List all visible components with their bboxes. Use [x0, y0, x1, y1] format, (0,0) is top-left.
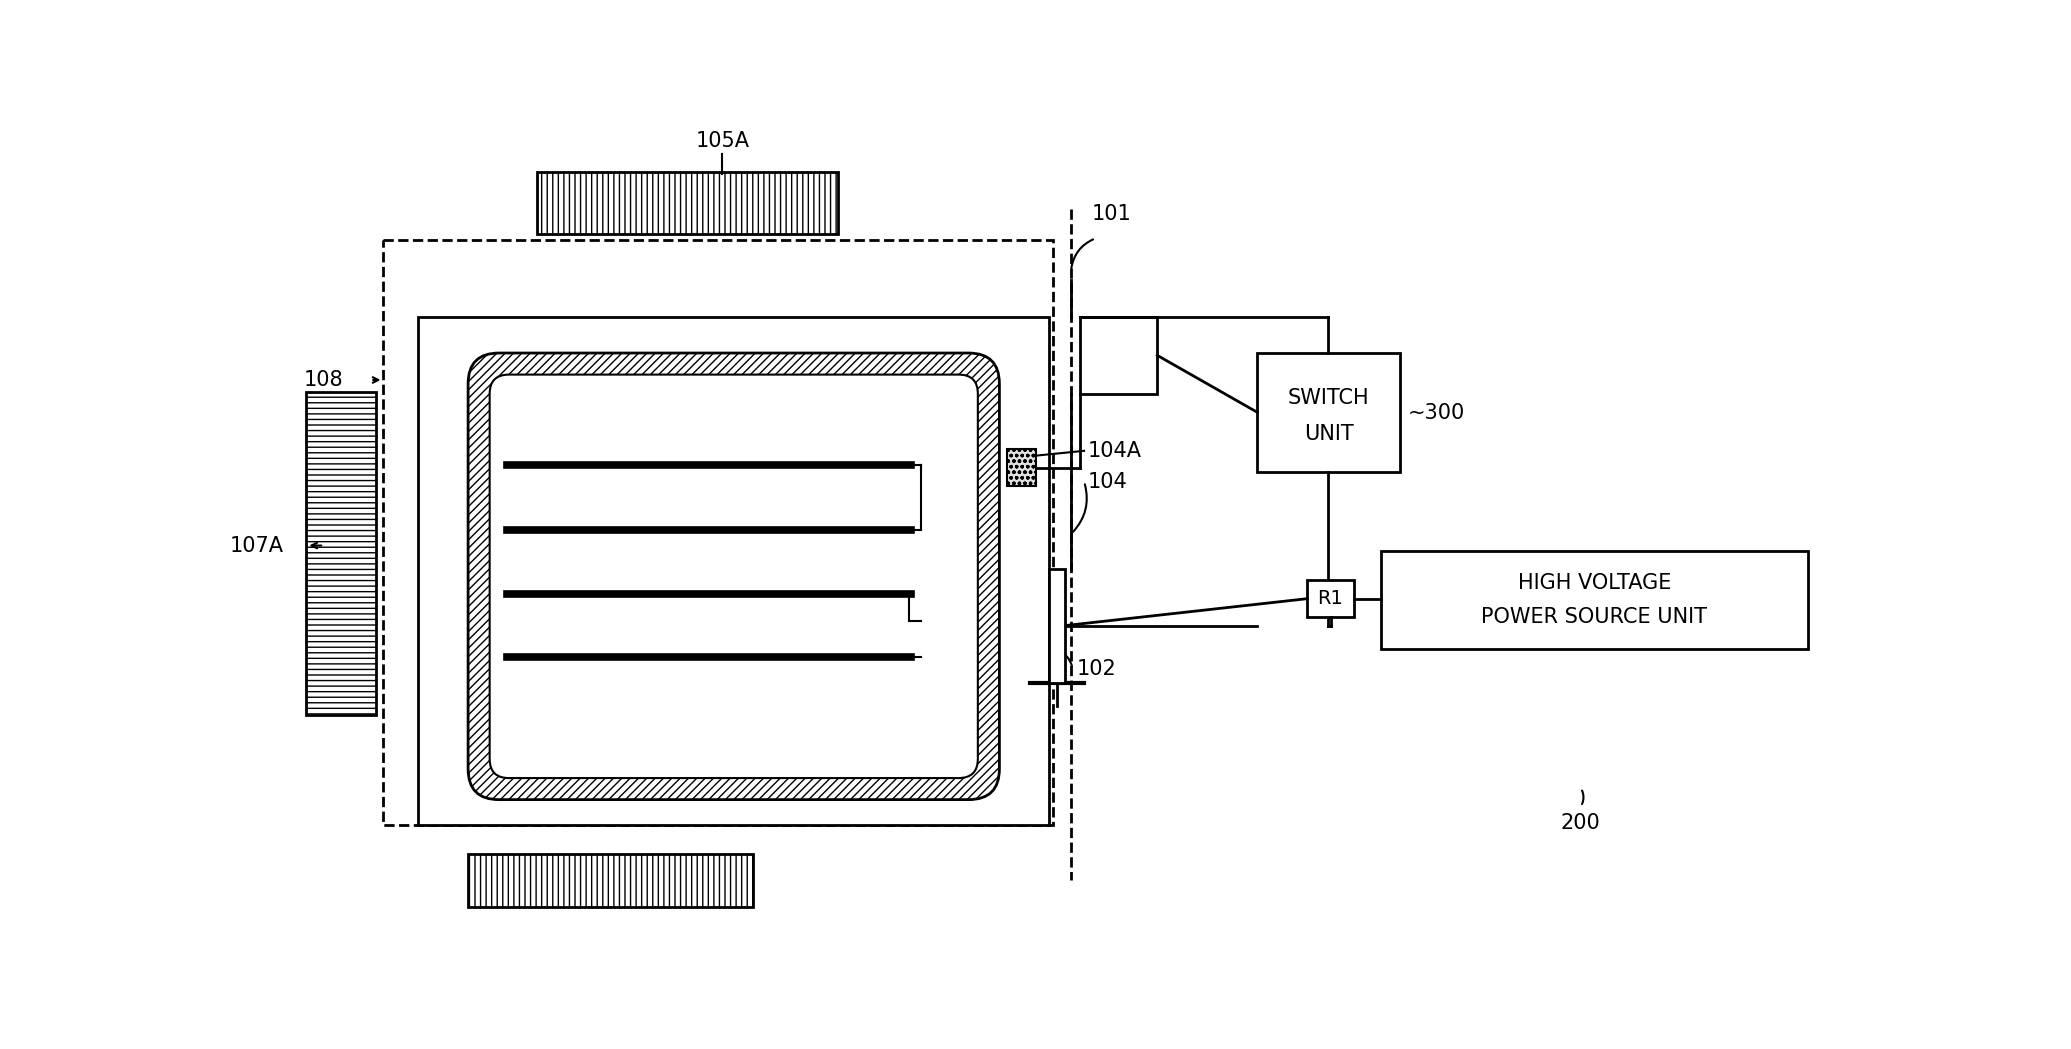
- Bar: [1307, 580, 1354, 617]
- Text: UNIT: UNIT: [1305, 424, 1354, 444]
- Text: 104A: 104A: [1087, 441, 1141, 461]
- Text: 104: 104: [1087, 472, 1129, 492]
- FancyBboxPatch shape: [468, 354, 1000, 799]
- Bar: [1007, 449, 1036, 487]
- Text: 101: 101: [1091, 205, 1131, 224]
- Text: 102: 102: [1077, 659, 1116, 679]
- Text: R1: R1: [1317, 590, 1344, 608]
- Bar: [418, 317, 1050, 826]
- Text: 200: 200: [1562, 813, 1601, 833]
- Text: SWITCH: SWITCH: [1288, 388, 1369, 408]
- Text: 105A: 105A: [696, 130, 750, 150]
- Text: 108: 108: [304, 370, 344, 390]
- Text: POWER SOURCE UNIT: POWER SOURCE UNIT: [1481, 607, 1707, 627]
- Bar: [307, 391, 375, 715]
- Text: HIGH VOLTAGE: HIGH VOLTAGE: [1518, 574, 1671, 594]
- Text: 107A: 107A: [230, 536, 284, 556]
- Bar: [383, 240, 1054, 826]
- Bar: [1381, 551, 1808, 649]
- Bar: [1257, 354, 1400, 472]
- Bar: [468, 854, 754, 907]
- Bar: [1050, 569, 1064, 683]
- FancyBboxPatch shape: [489, 374, 978, 778]
- Bar: [1081, 317, 1158, 393]
- Bar: [536, 172, 837, 234]
- Text: ~300: ~300: [1408, 403, 1464, 423]
